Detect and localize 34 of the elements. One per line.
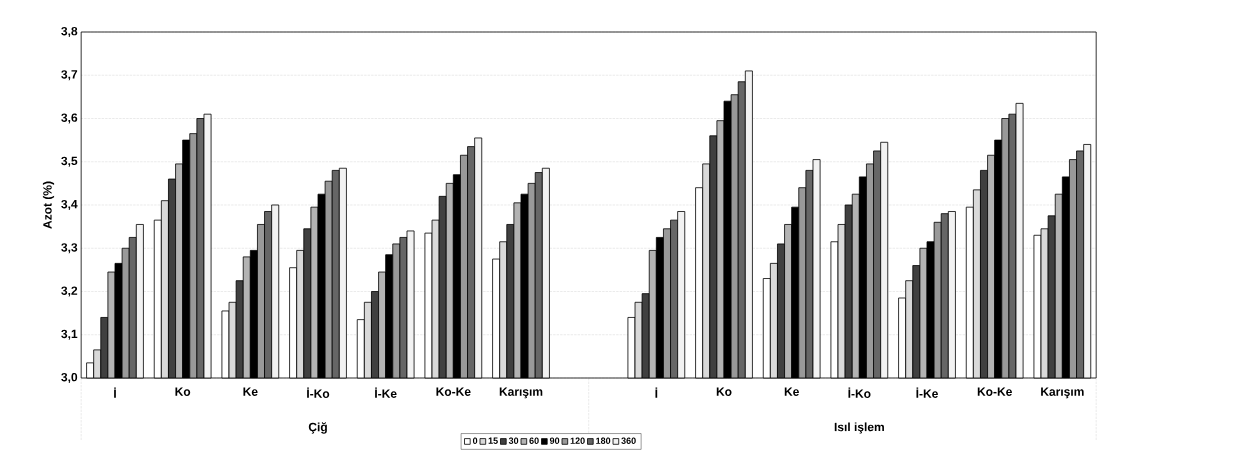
legend-label: 90: [549, 437, 560, 444]
x-tick-label: İ-Ke: [375, 387, 397, 398]
y-tick-label: 3,1: [61, 329, 78, 340]
x-tick-label: İ: [655, 387, 658, 398]
y-tick-label: 3,3: [61, 243, 78, 254]
x-tick-label: Ko: [716, 387, 732, 396]
legend-label: 15: [488, 437, 498, 444]
x-tick-label: İ: [114, 387, 116, 398]
legend-label: 180: [596, 437, 611, 444]
y-tick-label: 3,6: [61, 113, 78, 124]
legend-label: 30: [508, 437, 519, 444]
x-tick-label: Ke: [243, 387, 258, 396]
y-tick-label: 3,8: [61, 26, 78, 38]
x-tick-label: İ-Ko: [848, 387, 871, 398]
x-tick-label: İ-Ko: [307, 387, 330, 398]
legend-label: 60: [529, 437, 539, 444]
y-tick-label: 3,4: [61, 199, 78, 211]
y-tick-label: 3,0: [61, 372, 78, 384]
x-tick-label: Ko-Ke: [977, 387, 1012, 396]
x-tick-label: Ke: [784, 387, 799, 396]
y-axis-title: Azot (%): [42, 181, 55, 229]
x-tick-label: Ko-Ke: [436, 387, 471, 396]
y-tick-label: 3,7: [61, 70, 78, 81]
x-tick-label: Karışım: [1041, 387, 1084, 399]
legend-label: 120: [570, 437, 585, 444]
text: Çiğ: [308, 422, 327, 434]
legend-label: 360: [621, 437, 636, 444]
legend-label: 0: [472, 437, 478, 444]
x-tick-label: Ko: [175, 387, 191, 396]
x-tick-label: Karışım: [499, 387, 543, 399]
y-tick-label: 3,2: [61, 286, 78, 297]
text: Isıl işlem: [834, 422, 884, 434]
x-tick-label: İ-Ke: [916, 387, 938, 398]
y-tick-label: 3,5: [61, 156, 78, 167]
